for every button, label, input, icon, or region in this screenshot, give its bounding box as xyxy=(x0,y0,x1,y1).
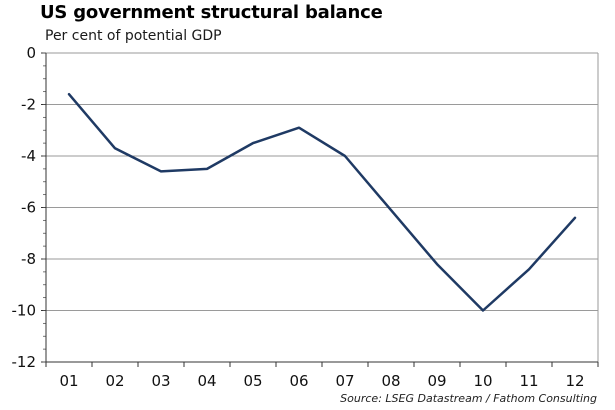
tick-labels: 0 -2 -4 -6 -8 -10 -12 01 02 03 04 05 06 07 08 09 10 11 12 xyxy=(12,44,585,390)
y-tick-label: -4 xyxy=(21,147,36,165)
x-tick-label: 03 xyxy=(151,372,170,390)
chart-title: US government structural balance xyxy=(40,2,383,23)
x-tick-label: 11 xyxy=(519,372,538,390)
y-tick-label: -6 xyxy=(21,199,36,217)
x-tick-label: 04 xyxy=(197,372,216,390)
y-tick-label: 0 xyxy=(26,44,36,62)
series-line xyxy=(67,92,577,312)
x-tick-label: 10 xyxy=(473,372,492,390)
chart-subtitle: Per cent of potential GDP xyxy=(45,28,222,44)
x-tick-label: 09 xyxy=(427,372,446,390)
series-layer xyxy=(67,92,577,312)
y-tick-label: -8 xyxy=(21,250,36,268)
axes xyxy=(41,52,599,367)
x-tick-label: 06 xyxy=(289,372,308,390)
x-tick-label: 02 xyxy=(105,372,124,390)
y-tick-label: -10 xyxy=(12,302,37,320)
x-tick-label: 05 xyxy=(243,372,262,390)
x-tick-label: 07 xyxy=(335,372,354,390)
gridlines xyxy=(46,52,598,311)
y-tick-label: -12 xyxy=(12,353,37,371)
x-tick-label: 12 xyxy=(565,372,584,390)
source-note: Source: LSEG Datastream / Fathom Consult… xyxy=(340,392,597,405)
x-tick-label: 08 xyxy=(381,372,400,390)
y-tick-label: -2 xyxy=(21,96,36,114)
x-tick-label: 01 xyxy=(59,372,78,390)
